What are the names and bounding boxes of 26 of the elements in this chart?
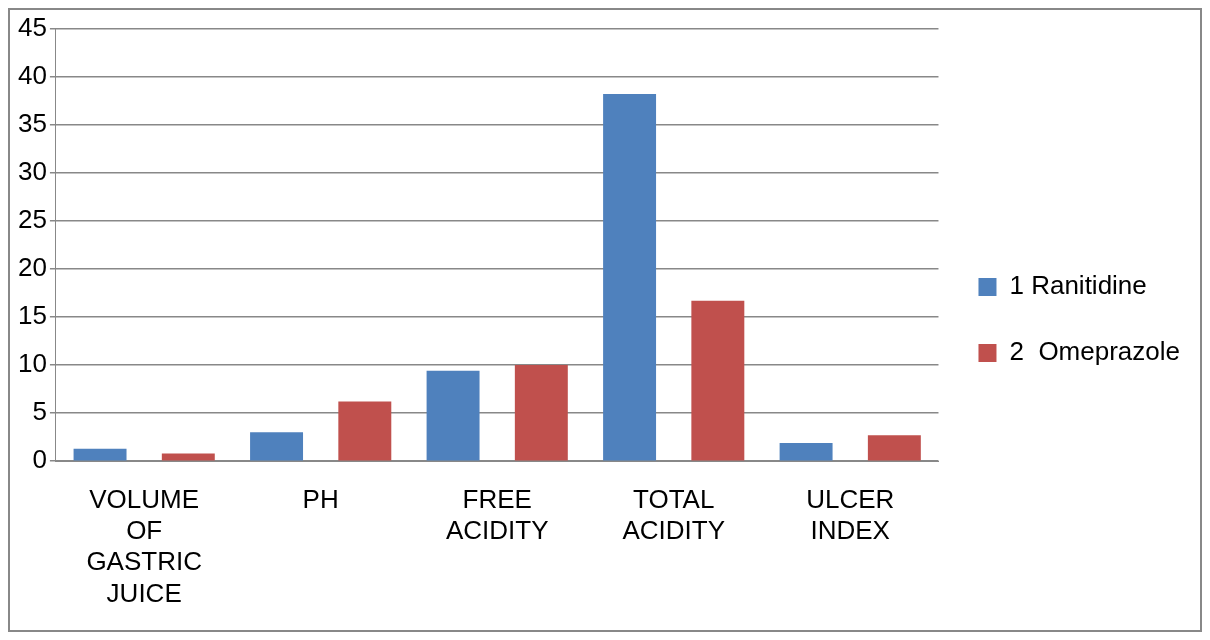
y-tick-label: 15 [18,300,47,331]
bar [603,93,657,461]
y-tick-label: 35 [18,107,47,138]
bar [867,435,921,461]
x-tick-label: FREE ACIDITY [445,483,549,546]
bar [514,365,568,461]
y-tick-label: 40 [18,59,47,90]
bar [426,370,480,461]
bar [691,300,745,461]
y-tick-label: 30 [18,155,47,186]
x-tick-label: PH [302,483,339,514]
y-tick-label: 0 [32,444,47,475]
y-tick-label: 10 [18,348,47,379]
bar [779,442,833,461]
x-tick-label: ULCER INDEX [806,483,895,546]
y-tick-label: 5 [32,396,47,427]
x-tick-label: VOLUME OF GASTRIC JUICE [86,483,202,608]
y-tick-label: 20 [18,252,47,283]
y-tick-label: 25 [18,204,47,235]
legend-label: 2 Omeprazole [1009,336,1181,367]
bar [73,448,127,461]
bar [250,432,304,461]
y-tick-label: 45 [18,11,47,42]
x-tick-label: TOTAL ACIDITY [622,483,725,546]
legend-label: 1 Ranitidine [1009,270,1147,301]
bar [338,401,392,461]
